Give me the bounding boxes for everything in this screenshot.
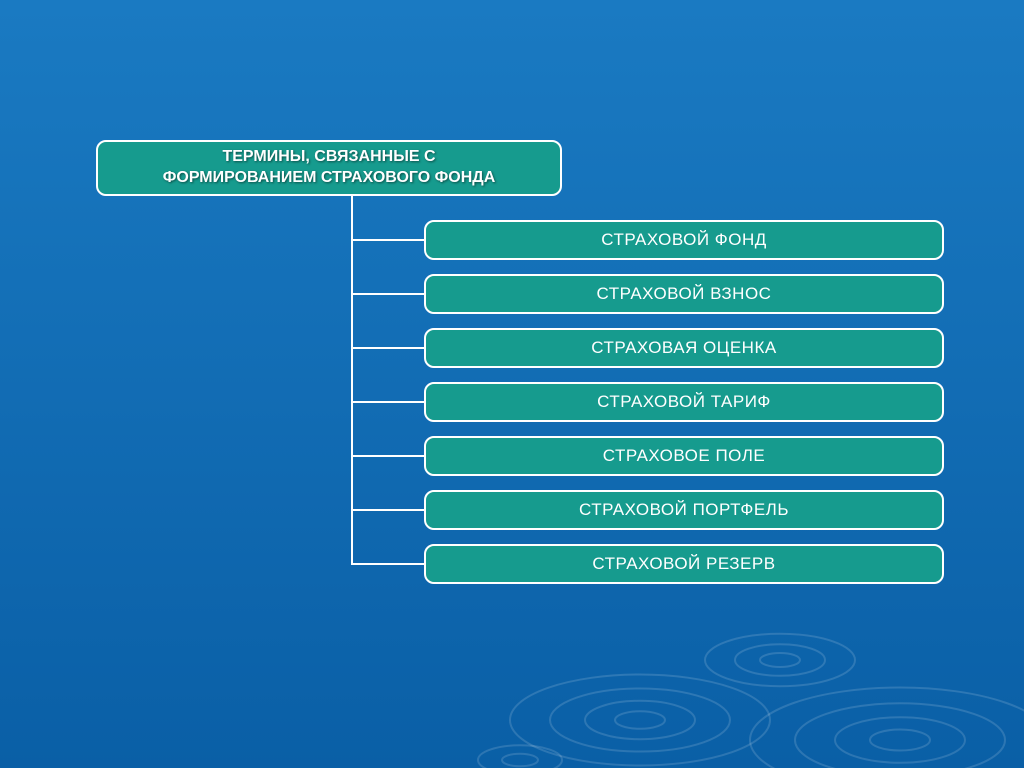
tree-child-node: СТРАХОВОЙ ВЗНОС [424, 274, 944, 314]
tree-child-label: СТРАХОВОЙ ПОРТФЕЛЬ [579, 500, 789, 520]
tree-root-node: ТЕРМИНЫ, СВЯЗАННЫЕ СФОРМИРОВАНИЕМ СТРАХО… [96, 140, 562, 196]
tree-child-label: СТРАХОВАЯ ОЦЕНКА [591, 338, 776, 358]
tree-child-node: СТРАХОВАЯ ОЦЕНКА [424, 328, 944, 368]
tree-child-label: СТРАХОВОЙ РЕЗЕРВ [592, 554, 775, 574]
tree-child-label: СТРАХОВОЙ ВЗНОС [597, 284, 772, 304]
tree-child-label: СТРАХОВОЙ ТАРИФ [597, 392, 771, 412]
tree-child-label: СТРАХОВОЙ ФОНД [601, 230, 767, 250]
tree-child-node: СТРАХОВОЙ ТАРИФ [424, 382, 944, 422]
tree-root-label: ТЕРМИНЫ, СВЯЗАННЫЕ СФОРМИРОВАНИЕМ СТРАХО… [163, 147, 496, 189]
tree-child-node: СТРАХОВОЙ РЕЗЕРВ [424, 544, 944, 584]
slide: ТЕРМИНЫ, СВЯЗАННЫЕ СФОРМИРОВАНИЕМ СТРАХО… [0, 0, 1024, 768]
tree-child-node: СТРАХОВОЕ ПОЛЕ [424, 436, 944, 476]
tree-child-label: СТРАХОВОЕ ПОЛЕ [603, 446, 765, 466]
tree-child-node: СТРАХОВОЙ ФОНД [424, 220, 944, 260]
tree-child-node: СТРАХОВОЙ ПОРТФЕЛЬ [424, 490, 944, 530]
